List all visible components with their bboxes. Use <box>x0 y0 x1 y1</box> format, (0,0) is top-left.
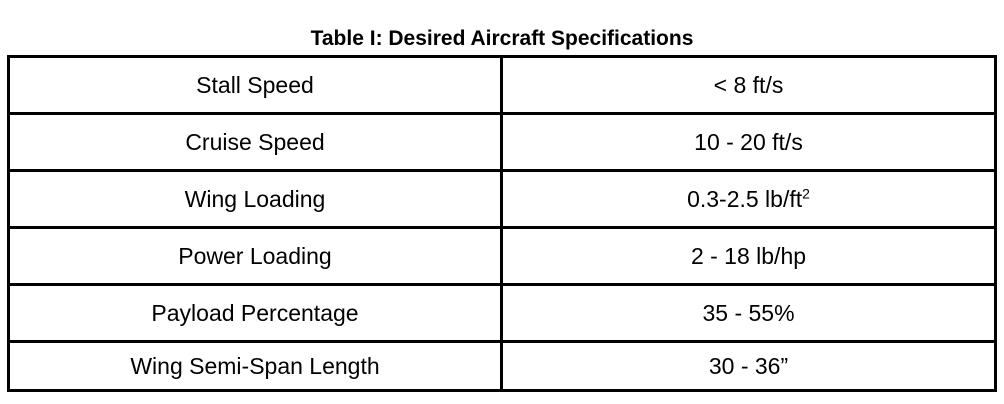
value-cell: 35 - 55% <box>500 283 997 343</box>
table-row: Cruise Speed 10 - 20 ft/s <box>7 112 997 172</box>
parameter-cell: Stall Speed <box>7 55 503 115</box>
parameter-cell: Cruise Speed <box>7 112 503 172</box>
table-row: Wing Semi-Span Length 30 - 36” <box>7 340 997 392</box>
table-row: Wing Loading 0.3-2.5 lb/ft2 <box>7 169 997 229</box>
value-text: 0.3-2.5 lb/ft <box>687 185 803 212</box>
table-row: Payload Percentage 35 - 55% <box>7 283 997 343</box>
specifications-table: Stall Speed < 8 ft/s Cruise Speed 10 - 2… <box>7 55 997 392</box>
parameter-cell: Payload Percentage <box>7 283 503 343</box>
table-row: Power Loading 2 - 18 lb/hp <box>7 226 997 286</box>
value-cell: 30 - 36” <box>500 340 997 392</box>
table-row: Stall Speed < 8 ft/s <box>7 55 997 115</box>
parameter-cell: Wing Loading <box>7 169 503 229</box>
value-cell: < 8 ft/s <box>500 55 997 115</box>
parameter-cell: Power Loading <box>7 226 503 286</box>
value-cell: 2 - 18 lb/hp <box>500 226 997 286</box>
value-cell: 0.3-2.5 lb/ft2 <box>500 169 997 229</box>
value-cell: 10 - 20 ft/s <box>500 112 997 172</box>
table-caption: Table I: Desired Aircraft Specifications <box>310 27 694 50</box>
parameter-cell: Wing Semi-Span Length <box>7 340 503 392</box>
value-superscript: 2 <box>802 184 810 201</box>
